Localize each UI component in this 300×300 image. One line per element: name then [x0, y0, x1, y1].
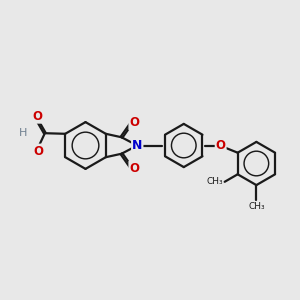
- Text: O: O: [32, 110, 42, 123]
- Text: O: O: [129, 116, 140, 130]
- Text: O: O: [216, 139, 226, 152]
- Text: CH₃: CH₃: [248, 202, 265, 211]
- Text: O: O: [33, 145, 43, 158]
- Text: O: O: [129, 161, 140, 175]
- Text: N: N: [132, 139, 142, 152]
- Text: CH₃: CH₃: [206, 177, 223, 186]
- Text: H: H: [18, 128, 27, 138]
